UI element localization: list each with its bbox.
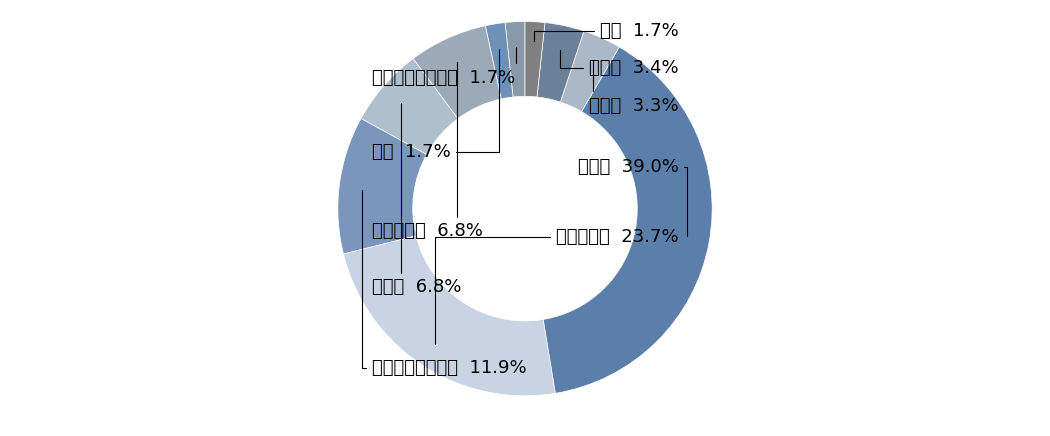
- Wedge shape: [537, 23, 584, 102]
- Wedge shape: [338, 119, 426, 254]
- Wedge shape: [561, 31, 620, 112]
- Text: 情報通信業  23.7%: 情報通信業 23.7%: [435, 228, 678, 344]
- Wedge shape: [505, 21, 525, 97]
- Wedge shape: [361, 58, 458, 154]
- Wedge shape: [343, 236, 555, 396]
- Wedge shape: [525, 21, 545, 97]
- Text: 建設業  6.8%: 建設業 6.8%: [372, 103, 461, 296]
- Text: 技術・サービス業  11.9%: 技術・サービス業 11.9%: [361, 190, 526, 377]
- Text: 公務員  3.4%: 公務員 3.4%: [560, 51, 678, 77]
- Text: 電気・ガス・水道  1.7%: 電気・ガス・水道 1.7%: [372, 47, 517, 87]
- Wedge shape: [485, 23, 513, 99]
- Text: 製造業  39.0%: 製造業 39.0%: [578, 158, 687, 236]
- Text: その他  3.3%: その他 3.3%: [589, 61, 678, 115]
- Text: 教員  1.7%: 教員 1.7%: [533, 22, 678, 41]
- Text: 卸・小売業  6.8%: 卸・小売業 6.8%: [372, 61, 482, 240]
- Text: 輸送  1.7%: 輸送 1.7%: [372, 49, 499, 161]
- Wedge shape: [413, 26, 501, 119]
- Wedge shape: [543, 47, 712, 393]
